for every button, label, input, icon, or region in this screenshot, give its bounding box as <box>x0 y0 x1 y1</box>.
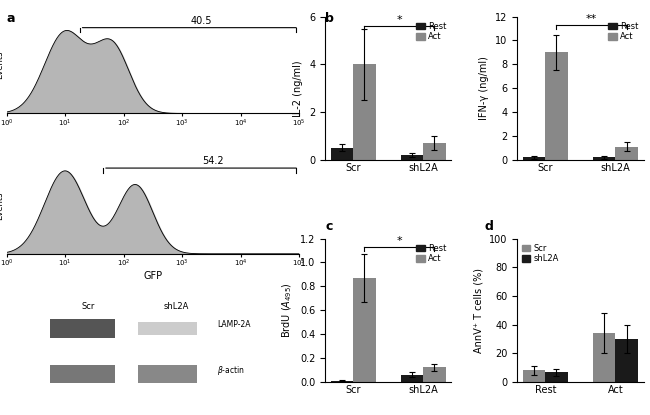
Bar <box>523 370 545 382</box>
Y-axis label: IFN-γ (ng/ml): IFN-γ (ng/ml) <box>480 56 489 120</box>
Text: 40.5: 40.5 <box>190 16 212 26</box>
Y-axis label: IL-2 (ng/ml): IL-2 (ng/ml) <box>293 60 304 117</box>
Legend: Rest, Act: Rest, Act <box>415 21 447 42</box>
Bar <box>523 157 545 160</box>
Text: $\beta$-actin: $\beta$-actin <box>217 364 245 376</box>
Text: **: ** <box>586 14 597 24</box>
Bar <box>331 381 353 382</box>
Y-axis label: Events: Events <box>0 51 4 79</box>
Legend: Scr, shL2A: Scr, shL2A <box>521 243 560 264</box>
Legend: Rest, Act: Rest, Act <box>415 243 447 264</box>
Bar <box>423 143 446 160</box>
Bar <box>138 365 196 383</box>
Bar <box>331 148 353 160</box>
Legend: Rest, Act: Rest, Act <box>608 21 640 42</box>
Bar <box>593 157 616 160</box>
Text: *: * <box>396 15 402 25</box>
Text: shL2A: shL2A <box>163 302 189 311</box>
Bar <box>401 375 423 382</box>
Bar <box>545 373 567 382</box>
Bar <box>51 319 114 338</box>
Text: *: * <box>396 236 402 246</box>
Text: Scr: Scr <box>82 302 95 311</box>
Bar <box>401 155 423 160</box>
Bar <box>138 322 196 335</box>
Bar <box>616 146 638 160</box>
Bar <box>616 339 638 382</box>
Y-axis label: AnnV⁺ T cells (%): AnnV⁺ T cells (%) <box>473 268 484 353</box>
Text: b: b <box>325 12 334 25</box>
Text: a: a <box>6 12 15 25</box>
Bar <box>423 367 446 382</box>
Text: c: c <box>325 220 332 233</box>
Bar <box>593 333 616 382</box>
Bar <box>545 52 567 160</box>
Bar <box>353 64 376 160</box>
Y-axis label: BrdU ($A_{495}$): BrdU ($A_{495}$) <box>281 282 294 338</box>
Bar <box>51 365 114 383</box>
Y-axis label: Events: Events <box>0 191 4 220</box>
Text: d: d <box>484 220 493 233</box>
Bar <box>353 278 376 382</box>
X-axis label: GFP: GFP <box>143 271 162 281</box>
Text: LAMP-2A: LAMP-2A <box>217 320 251 329</box>
Text: 54.2: 54.2 <box>202 156 224 166</box>
